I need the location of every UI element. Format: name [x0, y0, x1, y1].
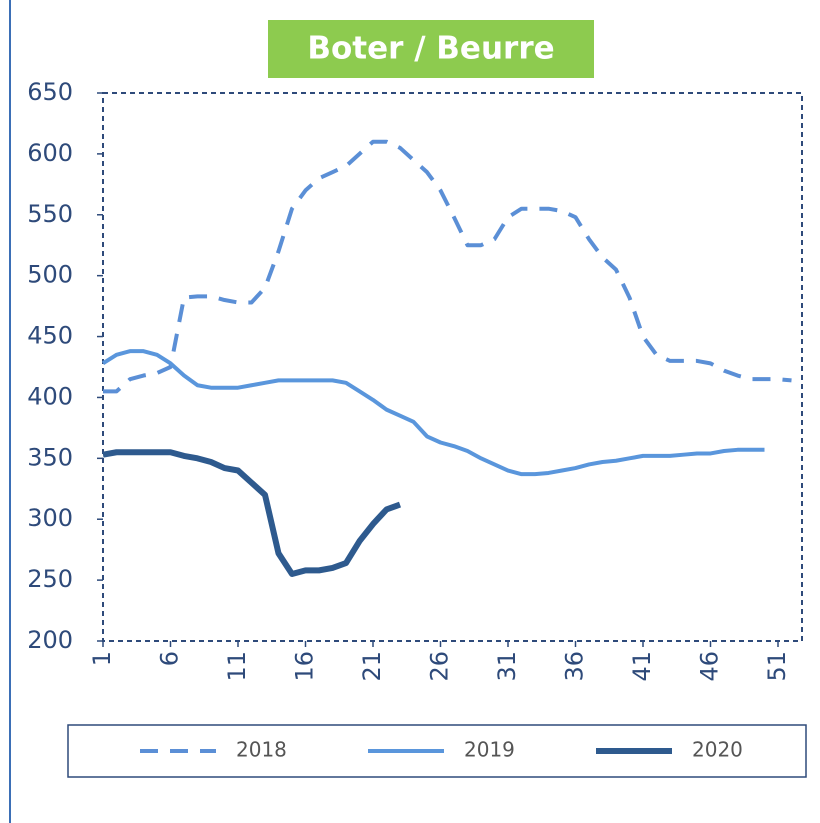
x-tick-label: 1 — [88, 651, 116, 666]
legend-box — [67, 724, 807, 778]
y-tick-label: 550 — [27, 200, 73, 228]
y-tick-label: 450 — [27, 322, 73, 350]
chart-title: Boter / Beurre — [307, 31, 554, 67]
x-tick-label: 36 — [561, 651, 589, 682]
x-tick-label: 26 — [426, 651, 454, 682]
legend-label: 2019 — [464, 738, 515, 762]
y-tick-label: 600 — [27, 139, 73, 167]
x-tick-label: 51 — [763, 651, 791, 682]
y-tick-label: 250 — [27, 565, 73, 593]
series-line — [102, 449, 402, 578]
x-tick-label: 31 — [493, 651, 521, 682]
y-tick-label: 650 — [27, 78, 73, 106]
y-tick-label: 350 — [27, 443, 73, 471]
x-tick-label: 21 — [358, 651, 386, 682]
series-line — [101, 349, 765, 477]
legend-label: 2018 — [236, 738, 287, 762]
title-background — [268, 20, 594, 78]
x-tick-label: 11 — [223, 651, 251, 682]
x-tick-label: 16 — [291, 651, 319, 682]
legend-label: 2020 — [692, 738, 743, 762]
plot-border — [102, 92, 803, 642]
x-tick-label: 46 — [696, 651, 724, 682]
x-tick-label: 6 — [156, 651, 184, 666]
y-tick-label: 500 — [27, 261, 73, 289]
y-tick-label: 400 — [27, 382, 73, 410]
x-tick-label: 41 — [628, 651, 656, 682]
y-tick-label: 300 — [27, 504, 73, 532]
y-tick-label: 200 — [27, 626, 73, 654]
series-line — [103, 139, 792, 394]
